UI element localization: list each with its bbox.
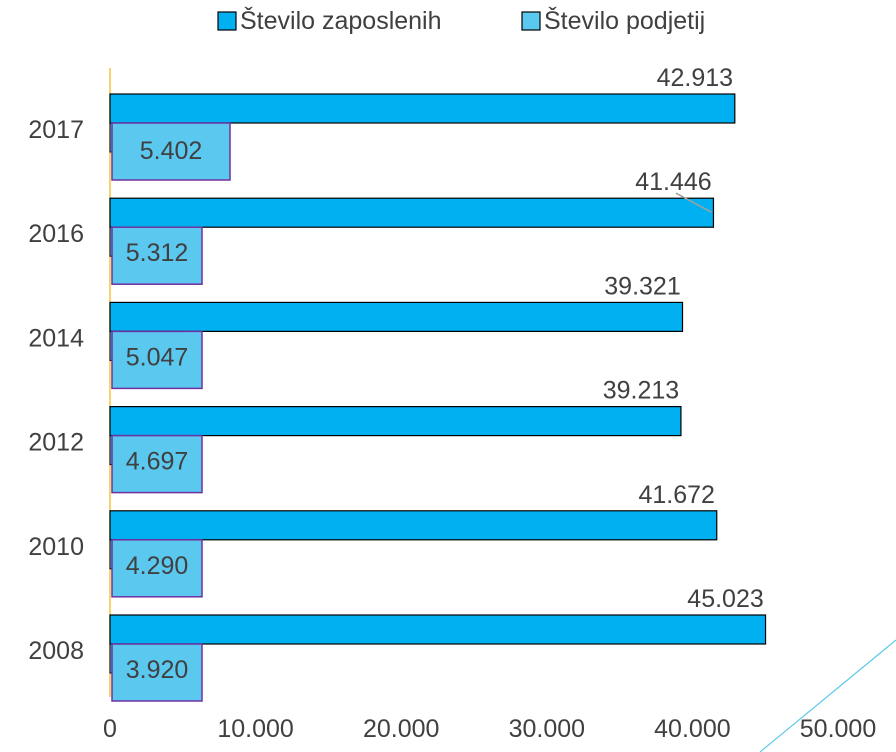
y-tick-label-2010: 2010 [28,533,84,561]
legend-label-zaposleni: Število zaposlenih [240,6,442,35]
decorative-accent-line [759,639,896,752]
data-label-zaposleni-2012: 39.213 [603,377,679,405]
bar-zaposleni-2017 [109,93,736,124]
data-label-box-podjetja-2008 [111,643,203,702]
x-tick-label-3: 30.000 [509,715,585,743]
data-label-zaposleni-2017: 42.913 [657,64,733,92]
legend-swatch-zaposleni [217,11,237,31]
bar-zaposleni-2016 [109,197,715,228]
bar-zaposleni-2010 [109,510,718,541]
legend-label-podjetja: Število podjetij [544,6,705,35]
bar-zaposleni-2008 [109,614,767,645]
data-label-podjetja-2008: 3.920 [126,656,189,684]
leader-line-2016 [675,192,712,213]
data-label-podjetja-2017: 5.402 [140,137,203,165]
data-label-podjetja-2016: 5.312 [126,239,189,267]
y-tick-label-2016: 2016 [28,220,84,248]
data-label-box-podjetja-2016 [111,226,203,285]
y-tick-label-2012: 2012 [28,429,84,457]
data-label-box-podjetja-2014 [111,330,203,390]
x-tick-label-2: 20.000 [363,715,439,743]
y-tick-label-2014: 2014 [28,324,84,352]
data-label-box-podjetja-2012 [111,434,203,494]
x-tick-label-4: 40.000 [654,715,730,743]
data-label-zaposleni-2014: 39.321 [604,272,680,300]
bar-zaposleni-2014 [109,301,684,332]
data-label-box-podjetja-2010 [111,539,203,598]
bar-zaposleni-2012 [109,406,682,437]
x-tick-label-1: 10.000 [217,715,293,743]
plot-area: 42.913 5.402 41.446 5.312 39.321 5.047 39.213 4… [109,64,767,702]
data-label-podjetja-2014: 5.047 [126,343,189,371]
data-label-box-podjetja-2017 [111,122,231,181]
legend-swatch-podjetja [521,11,541,31]
x-axis-labels: 0 10.000 20.000 30.000 40.000 50.000 [103,715,876,743]
x-tick-label-0: 0 [103,715,117,743]
legend: Število zaposlenih Število podjetij [217,6,705,35]
y-tick-label-2008: 2008 [28,637,84,665]
data-label-zaposleni-2010: 41.672 [639,481,715,509]
data-label-podjetja-2012: 4.697 [126,448,189,476]
data-label-podjetja-2010: 4.290 [126,552,189,580]
y-axis-labels: 2017 2016 2014 2012 2010 2008 [28,116,84,665]
y-tick-label-2017: 2017 [28,116,84,144]
data-label-zaposleni-2016: 41.446 [635,168,711,196]
data-label-zaposleni-2008: 45.023 [687,585,763,613]
x-tick-label-5: 50.000 [800,715,876,743]
